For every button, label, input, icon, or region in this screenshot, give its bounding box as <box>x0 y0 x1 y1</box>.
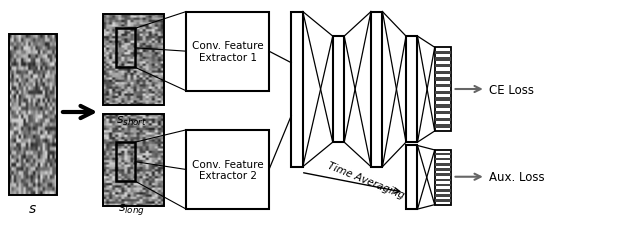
Bar <box>435 169 451 171</box>
Text: $\mathit{s}_{short}$: $\mathit{s}_{short}$ <box>116 115 148 128</box>
Bar <box>406 146 417 209</box>
Bar <box>435 71 451 75</box>
Bar <box>435 179 451 181</box>
Text: CE Loss: CE Loss <box>489 83 534 96</box>
Bar <box>435 125 451 128</box>
Bar <box>291 13 303 167</box>
Bar <box>116 29 135 68</box>
Text: Time Averaging: Time Averaging <box>326 160 406 200</box>
Text: Conv. Feature
Extractor 2: Conv. Feature Extractor 2 <box>192 159 264 180</box>
Text: Aux. Loss: Aux. Loss <box>489 171 545 183</box>
Bar <box>435 51 451 55</box>
Bar <box>435 65 451 68</box>
Bar <box>435 85 451 88</box>
Bar <box>9 35 57 195</box>
Bar <box>116 142 135 181</box>
Bar <box>435 58 451 61</box>
Text: $\mathit{s}_{long}$: $\mathit{s}_{long}$ <box>118 201 145 216</box>
Text: $\mathit{s}$: $\mathit{s}$ <box>28 201 36 215</box>
Text: Conv. Feature
Extractor 1: Conv. Feature Extractor 1 <box>192 41 264 63</box>
Bar <box>435 48 451 131</box>
Bar <box>435 174 451 176</box>
Bar <box>435 118 451 122</box>
Bar <box>435 163 451 166</box>
Bar <box>435 184 451 187</box>
Bar <box>333 37 344 142</box>
Bar <box>186 130 269 209</box>
Bar <box>435 111 451 115</box>
Bar <box>435 150 451 205</box>
Bar <box>435 78 451 81</box>
Bar <box>435 194 451 197</box>
Bar <box>435 200 451 202</box>
Bar <box>186 13 269 91</box>
Bar <box>435 98 451 101</box>
Bar <box>435 105 451 108</box>
Bar <box>406 37 417 142</box>
Bar <box>435 91 451 95</box>
Bar <box>371 13 383 167</box>
Bar <box>103 15 164 106</box>
Bar <box>103 115 164 206</box>
Bar <box>435 153 451 155</box>
Bar <box>435 158 451 161</box>
Bar <box>435 189 451 192</box>
